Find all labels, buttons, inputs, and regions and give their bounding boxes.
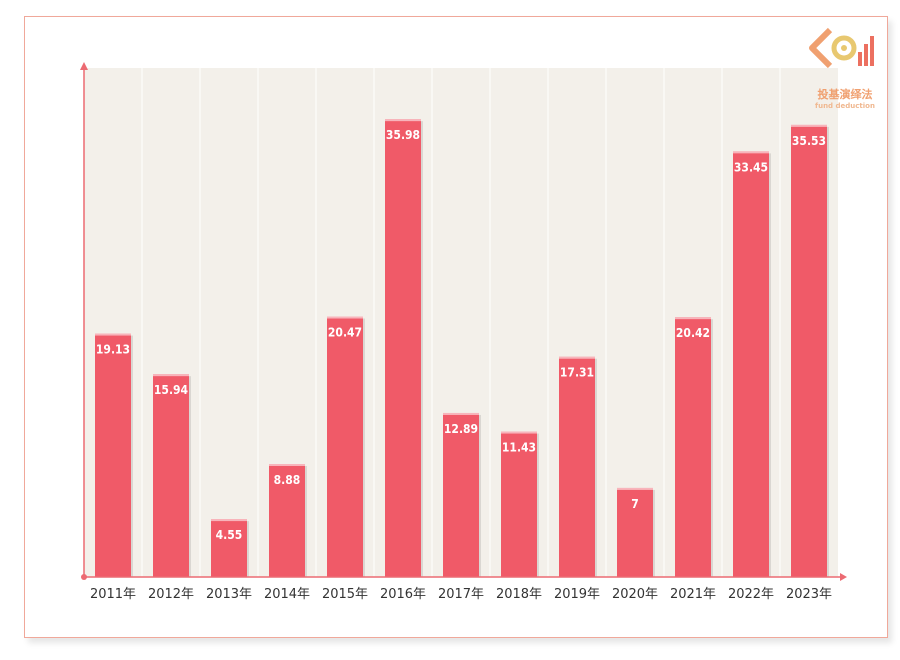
axes (80, 62, 847, 581)
bar-highlight (385, 119, 421, 122)
x-tick-label: 2023年 (786, 587, 832, 602)
x-tick-label: 2014年 (264, 587, 310, 602)
x-tick-label: 2016年 (380, 587, 426, 602)
bar (733, 151, 769, 577)
x-tick-label: 2021年 (670, 587, 716, 602)
bar-highlight (617, 487, 653, 490)
x-tick-label: 2020年 (612, 587, 658, 602)
value-label: 33.45 (734, 160, 768, 174)
bar-highlight (559, 356, 595, 359)
grid-lines (141, 68, 781, 577)
y-axis-arrow (80, 62, 88, 70)
bar (443, 412, 479, 577)
value-label: 11.43 (502, 441, 536, 455)
bar-highlight (791, 124, 827, 127)
value-label: 12.89 (444, 422, 478, 436)
bars (95, 119, 829, 578)
bar-highlight (269, 464, 305, 467)
value-label: 7 (631, 497, 639, 511)
bar (559, 356, 595, 577)
bar-highlight (153, 374, 189, 377)
x-tick-label: 2012年 (148, 587, 194, 602)
x-tick-label: 2013年 (206, 587, 252, 602)
bar (385, 119, 421, 577)
value-label: 17.31 (560, 366, 594, 380)
bar (95, 333, 131, 577)
x-tick-labels: 2011年 2012年 2013年 2014年 2015年 2016年 2017年 2018年… (90, 587, 832, 602)
bar-highlight (501, 431, 537, 434)
bar-highlight (95, 333, 131, 336)
bar (269, 464, 305, 577)
value-label: 35.98 (386, 128, 420, 142)
x-tick-label: 2011年 (90, 587, 136, 602)
x-tick-label: 2022年 (728, 587, 774, 602)
bar-highlight (211, 519, 247, 522)
value-label: 35.53 (792, 134, 826, 148)
value-label: 19.13 (96, 343, 130, 357)
bar (791, 124, 827, 578)
brand-logo: 投基演绎法 fund deduction (809, 27, 875, 110)
value-labels: 19.13 15.94 4.55 8.88 20.47 35.98 12.89 11.43 17… (96, 128, 826, 542)
bar (501, 431, 537, 577)
bar (327, 316, 363, 577)
logo-icon (809, 27, 874, 69)
x-tick-label: 2019年 (554, 587, 600, 602)
axis-origin-dot (81, 574, 87, 580)
x-tick-label: 2018年 (496, 587, 542, 602)
x-axis-arrow (840, 573, 847, 581)
x-tick-label: 2015年 (322, 587, 368, 602)
bar (617, 487, 653, 577)
logo-title: 投基演绎法 (818, 87, 873, 101)
value-label: 15.94 (154, 383, 189, 397)
value-label: 20.42 (676, 326, 710, 340)
bar (153, 374, 189, 577)
value-label: 20.47 (328, 326, 362, 340)
bar-highlight (675, 317, 711, 320)
value-label: 4.55 (216, 528, 243, 542)
bar (675, 317, 711, 577)
logo-subtitle: fund deduction (815, 102, 875, 110)
value-label: 8.88 (274, 473, 301, 487)
bar (211, 519, 247, 577)
x-tick-label: 2017年 (438, 587, 484, 602)
bar-highlight (443, 412, 479, 415)
bar-highlight (327, 316, 363, 319)
bar-highlight (733, 151, 769, 154)
